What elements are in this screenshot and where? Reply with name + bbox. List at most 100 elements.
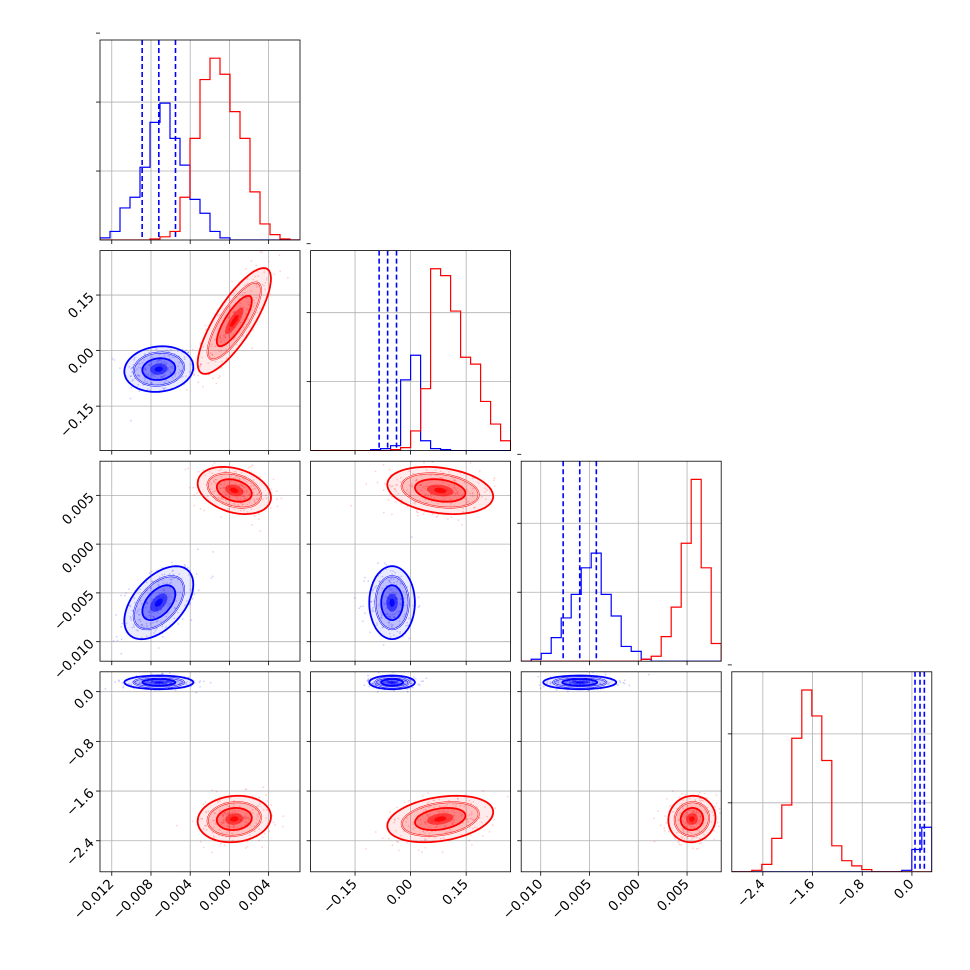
- scatter-point-red: [486, 489, 488, 492]
- scatter-point-red: [471, 844, 473, 846]
- scatter-point-blue: [165, 626, 167, 629]
- scatter-point-red: [397, 817, 400, 820]
- scatter-point-blue: [154, 629, 157, 632]
- scatter-point-red: [459, 805, 462, 807]
- scatter-point-red: [433, 806, 435, 809]
- scatter-point-blue: [130, 618, 133, 621]
- density-fill-red: [230, 816, 239, 822]
- scatter-point-red: [426, 802, 429, 805]
- scatter-point-blue: [141, 623, 143, 626]
- scatter-point-blue: [385, 680, 387, 683]
- panel-body: [310, 250, 511, 451]
- scatter-point-red: [214, 821, 217, 824]
- scatter-point-red: [440, 477, 443, 480]
- scatter-point-red: [697, 847, 700, 850]
- scatter-point-blue: [369, 677, 372, 679]
- scatter-point-red: [213, 835, 215, 838]
- scatter-point-red: [251, 296, 254, 299]
- scatter-point-red: [395, 490, 397, 493]
- scatter-point-blue: [168, 599, 171, 601]
- scatter-point-red: [227, 811, 229, 814]
- scatter-point-blue: [402, 615, 405, 618]
- scatter-point-red: [692, 827, 695, 829]
- scatter-point-red: [697, 793, 700, 796]
- scatter-point-red: [239, 305, 242, 308]
- scatter-point-red: [689, 827, 692, 830]
- scatter-point-red: [261, 283, 264, 286]
- scatter-point-red: [253, 830, 256, 833]
- scatter-point-red: [227, 813, 230, 816]
- scatter-point-blue: [212, 575, 214, 578]
- scatter-point-red: [246, 308, 249, 311]
- scatter-point-blue: [392, 591, 395, 594]
- scatter-point-blue: [210, 577, 213, 579]
- scatter-point-blue: [163, 573, 166, 576]
- contour-red: [679, 806, 705, 831]
- scatter-point-blue: [169, 372, 172, 375]
- scatter-point-red: [226, 823, 229, 826]
- scatter-point-red: [261, 498, 264, 501]
- scatter-point-red: [213, 819, 215, 822]
- scatter-point-red: [238, 484, 240, 487]
- scatter-point-red: [231, 833, 234, 835]
- scatter-point-blue: [390, 625, 393, 628]
- scatter-point-blue: [167, 350, 170, 353]
- scatter-point-blue: [169, 371, 172, 374]
- scatter-point-red: [686, 836, 689, 839]
- scatter-point-red: [207, 362, 210, 365]
- scatter-point-red: [196, 492, 198, 494]
- scatter-point-red: [204, 324, 207, 327]
- scatter-point-red: [287, 277, 289, 279]
- scatter-point-red: [471, 492, 474, 495]
- scatter-point-red: [457, 798, 459, 800]
- scatter-point-red: [415, 478, 418, 481]
- scatter-point-red: [446, 831, 448, 833]
- scatter-point-blue: [199, 686, 202, 688]
- scatter-point-red: [211, 354, 214, 356]
- scatter-point-red: [698, 822, 701, 825]
- scatter-point-blue: [171, 570, 174, 572]
- scatter-point-blue: [163, 388, 166, 390]
- scatter-point-blue: [147, 388, 149, 390]
- scatter-point-blue: [418, 684, 421, 686]
- contour-red: [414, 806, 467, 832]
- scatter-point-red: [446, 804, 448, 806]
- scatter-point-red: [232, 824, 235, 827]
- scatter-point-blue: [168, 573, 171, 576]
- scatter-point-blue: [387, 621, 390, 624]
- scatter-point-red: [468, 500, 470, 503]
- scatter-point-red: [453, 811, 456, 814]
- scatter-point-red: [484, 491, 486, 493]
- scatter-point-red: [220, 516, 223, 518]
- scatter-point-blue: [169, 366, 172, 369]
- scatter-point-red: [528, 494, 530, 496]
- scatter-point-red: [219, 337, 222, 340]
- scatter-point-blue: [398, 611, 400, 614]
- scatter-point-red: [461, 493, 464, 496]
- scatter-point-red: [214, 482, 217, 485]
- scatter-point-red: [239, 482, 242, 485]
- scatter-point-blue: [379, 611, 382, 614]
- scatter-point-red: [243, 817, 246, 820]
- scatter-point-red: [222, 498, 225, 501]
- scatter-point-blue: [152, 615, 155, 618]
- scatter-point-red: [246, 822, 248, 825]
- scatter-point-red: [215, 382, 218, 385]
- scatter-point-red: [255, 498, 258, 501]
- scatter-point-red: [206, 495, 209, 498]
- scatter-point-red: [460, 813, 463, 816]
- scatter-point-red: [211, 343, 214, 345]
- scatter-point-red: [454, 479, 456, 481]
- scatter-point-red: [211, 464, 214, 467]
- scatter-point-red: [246, 840, 248, 843]
- scatter-point-blue: [158, 576, 161, 578]
- scatter-point-blue: [144, 367, 147, 369]
- scatter-point-blue: [176, 611, 179, 614]
- scatter-point-blue: [163, 355, 166, 357]
- x-tick-label: 0.000: [605, 876, 644, 915]
- scatter-point-blue: [173, 356, 176, 359]
- scatter-point-red: [258, 307, 261, 309]
- scatter-point-blue: [417, 683, 420, 686]
- scatter-point-blue: [398, 632, 401, 634]
- scatter-point-blue: [171, 367, 174, 370]
